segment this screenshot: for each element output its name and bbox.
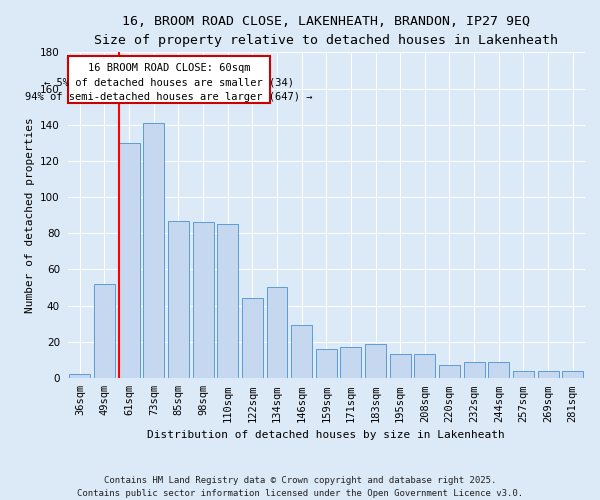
Bar: [415, 354, 436, 378]
Bar: [266, 288, 287, 378]
Text: ← 5% of detached houses are smaller (34): ← 5% of detached houses are smaller (34): [44, 78, 294, 88]
Bar: [193, 222, 214, 378]
Text: 16 BROOM ROAD CLOSE: 60sqm: 16 BROOM ROAD CLOSE: 60sqm: [88, 63, 250, 73]
Bar: [464, 362, 485, 378]
Bar: [94, 284, 115, 378]
Bar: [119, 143, 140, 378]
Bar: [488, 362, 509, 378]
FancyBboxPatch shape: [68, 56, 270, 103]
Bar: [242, 298, 263, 378]
X-axis label: Distribution of detached houses by size in Lakenheath: Distribution of detached houses by size …: [148, 430, 505, 440]
Text: Contains HM Land Registry data © Crown copyright and database right 2025.
Contai: Contains HM Land Registry data © Crown c…: [77, 476, 523, 498]
Bar: [439, 366, 460, 378]
Bar: [562, 370, 583, 378]
Bar: [217, 224, 238, 378]
Bar: [538, 370, 559, 378]
Bar: [168, 220, 189, 378]
Bar: [365, 344, 386, 378]
Bar: [340, 347, 361, 378]
Bar: [390, 354, 410, 378]
Y-axis label: Number of detached properties: Number of detached properties: [25, 117, 35, 313]
Bar: [513, 370, 534, 378]
Bar: [291, 326, 312, 378]
Bar: [316, 349, 337, 378]
Title: 16, BROOM ROAD CLOSE, LAKENHEATH, BRANDON, IP27 9EQ
Size of property relative to: 16, BROOM ROAD CLOSE, LAKENHEATH, BRANDO…: [94, 15, 558, 47]
Text: 94% of semi-detached houses are larger (647) →: 94% of semi-detached houses are larger (…: [25, 92, 313, 102]
Bar: [70, 374, 91, 378]
Bar: [143, 123, 164, 378]
